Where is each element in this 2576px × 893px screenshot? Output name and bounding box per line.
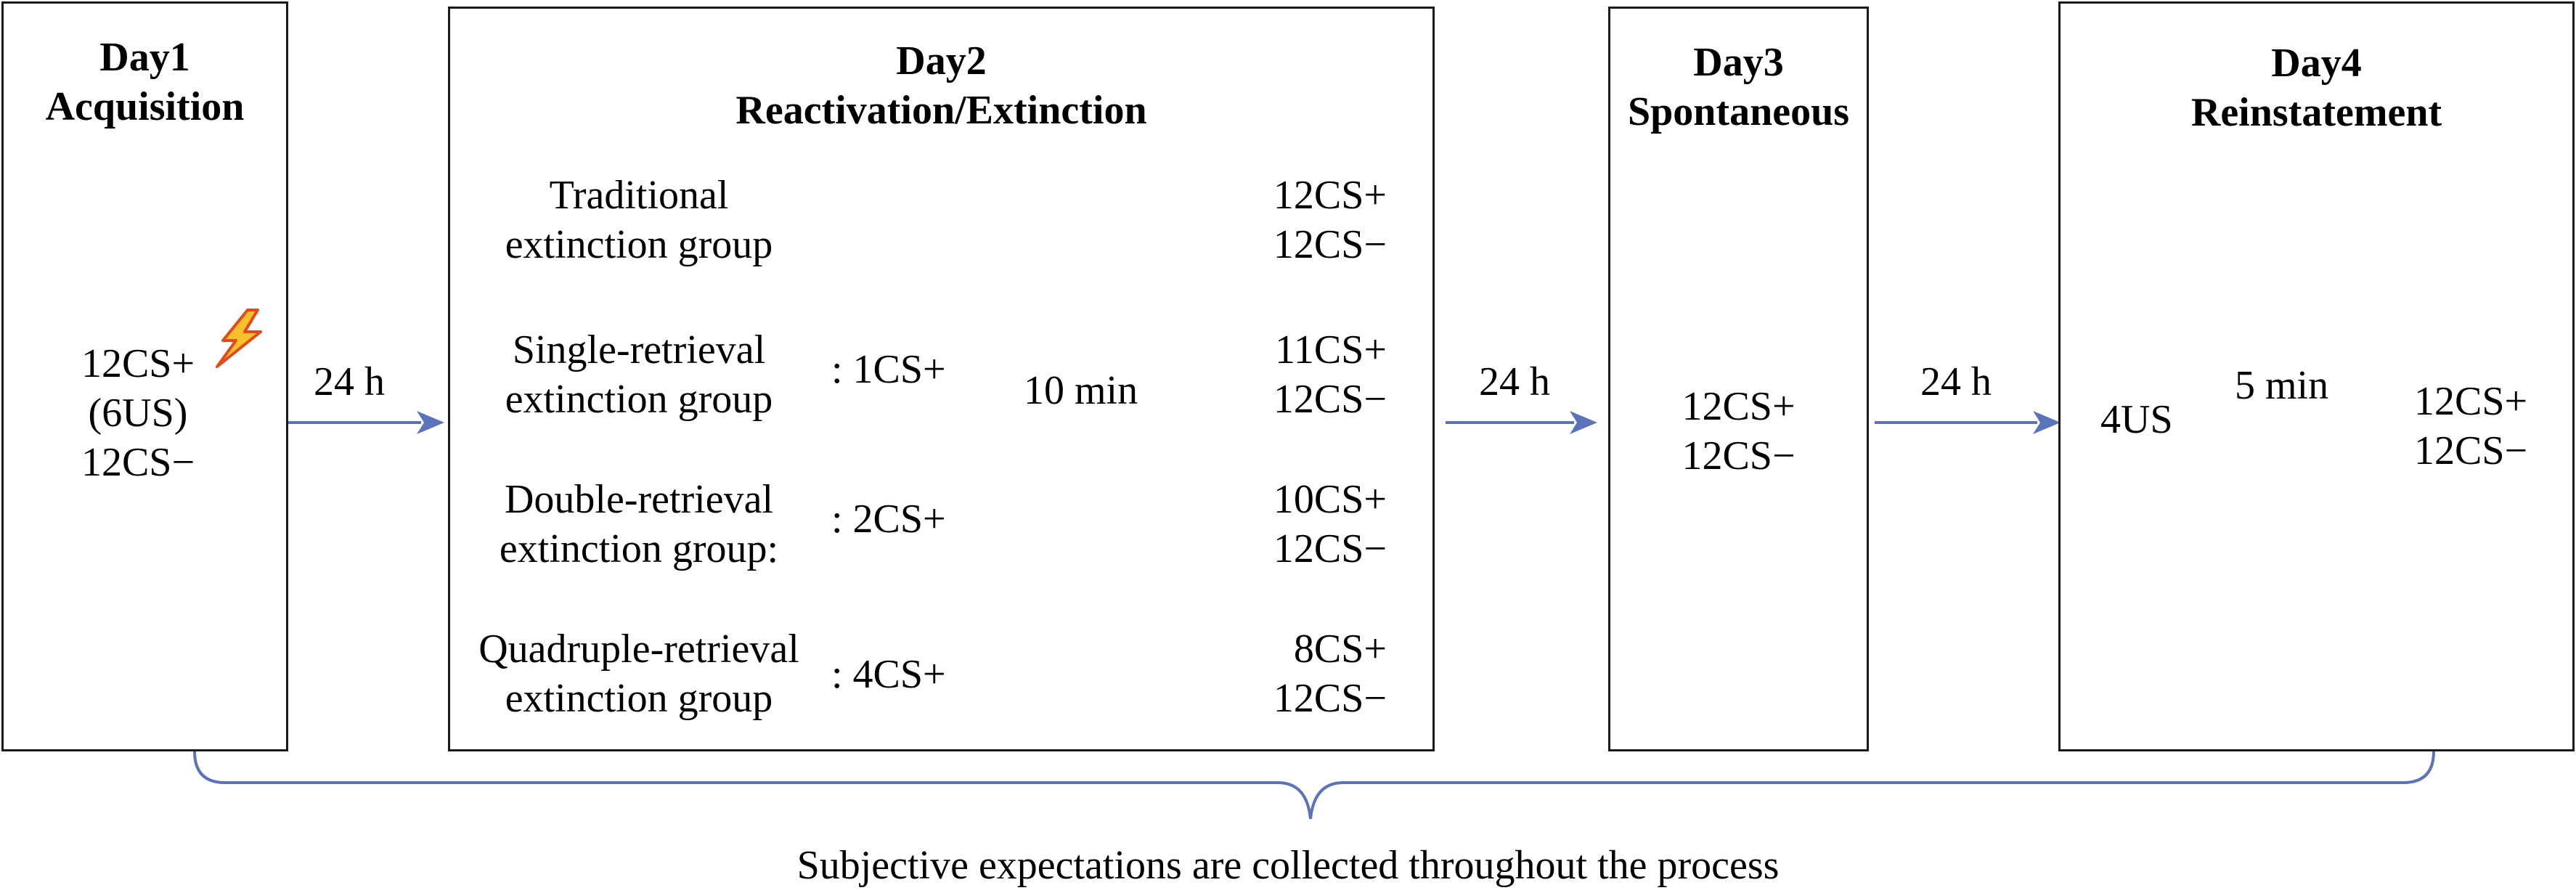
group-retrieval: : 1CS+ (831, 347, 946, 392)
group-cs-minus: 12CS− (1273, 676, 1387, 721)
day3-line1: 12CS+ (1682, 384, 1796, 429)
day3-line2: 12CS− (1682, 433, 1796, 478)
day1-box: Day1 Acquisition 12CS+ (6US) 12CS− (1, 1, 288, 751)
interval-d2-d3: 24 h (1479, 359, 1550, 404)
day1-line2: (6US) (88, 391, 188, 436)
group-cs-plus: 12CS+ (1273, 173, 1387, 218)
day4-title: Day4 Reinstatement (2190, 41, 2442, 135)
group-name: Double-retrieval extinction group: (499, 477, 779, 571)
group-cs-plus: 11CS+ (1275, 327, 1387, 372)
day3-box: Day3 Spontaneous 12CS+ 12CS− (1608, 7, 1869, 751)
day4-box: Day4 Reinstatement 4US 5 min 12CS+ 12CS− (2058, 1, 2575, 751)
group-retrieval: : 2CS+ (831, 497, 946, 542)
group-cs-minus: 12CS− (1273, 377, 1387, 422)
interval-d3-d4: 24 h (1920, 359, 1992, 404)
group-cs-minus: 12CS− (1273, 526, 1387, 571)
day3-title: Day3 Spontaneous (1627, 40, 1850, 134)
delay-5min: 5 min (2235, 363, 2329, 408)
day2-title: Day2 Reactivation/Extinction (735, 38, 1147, 133)
group-cs-minus: 12CS− (1273, 222, 1387, 267)
group-cs-plus: 10CS+ (1273, 477, 1387, 522)
day4-us: 4US (2100, 397, 2173, 442)
interval-d1-d2: 24 h (314, 359, 385, 404)
lightning-bolt-icon (216, 309, 262, 368)
group-name: Quadruple-retrieval extinction group (478, 627, 799, 721)
day1-line1: 12CS+ (81, 341, 195, 386)
group-name: Traditional extinction group (505, 173, 773, 267)
day2-box: Day2 Reactivation/Extinction Traditional… (448, 7, 1435, 751)
day4-line1: 12CS+ (2414, 379, 2528, 424)
day1-line3: 12CS− (81, 440, 195, 485)
arrow-day1-day2 (288, 411, 444, 434)
group-cs-plus: 8CS+ (1293, 627, 1387, 672)
group-retrieval: : 4CS+ (831, 652, 946, 697)
group-name: Single-retrieval extinction group (505, 327, 773, 422)
arrow-day2-day3 (1446, 411, 1597, 434)
delay-10min: 10 min (1024, 368, 1138, 413)
arrow-day3-day4 (1875, 411, 2061, 434)
day1-title: Day1 Acquisition (45, 35, 245, 129)
day4-line2: 12CS− (2414, 428, 2528, 473)
bracket (193, 751, 2435, 820)
caption: Subjective expectations are collected th… (796, 843, 1780, 888)
